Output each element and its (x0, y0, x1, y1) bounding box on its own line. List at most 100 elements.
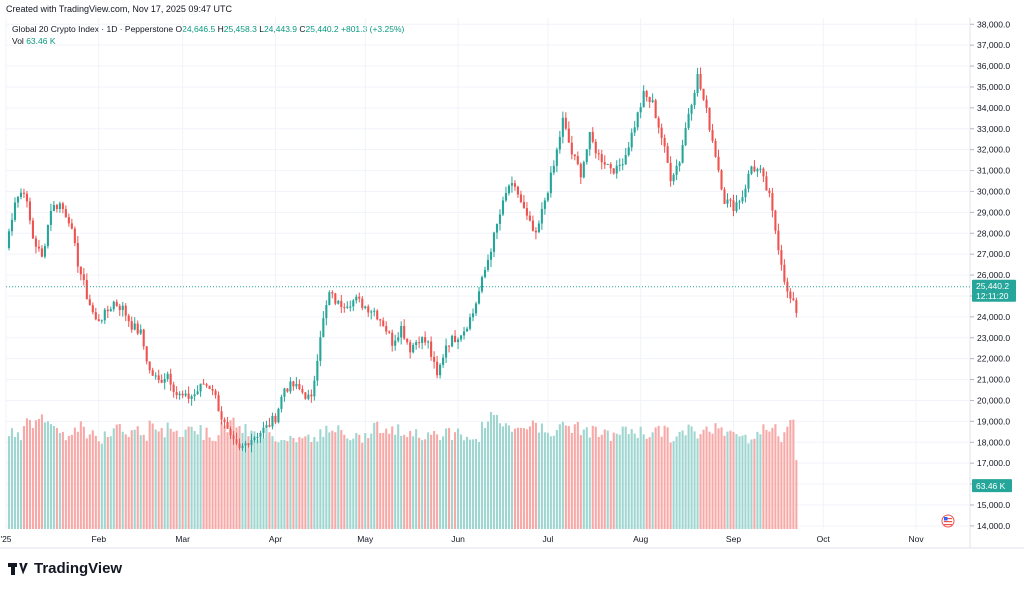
volume-bar (690, 426, 693, 529)
volume-bar (181, 436, 184, 529)
volume-bar (735, 434, 738, 529)
volume-bar (726, 431, 729, 529)
y-tick-label: 33,000.0 (977, 124, 1010, 134)
candle-body (732, 200, 735, 212)
volume-bar (373, 422, 376, 529)
candle-body (636, 112, 639, 128)
candle-body (367, 306, 370, 313)
candle-body (28, 201, 31, 221)
candle-body (409, 342, 412, 353)
volume-bar (588, 437, 591, 529)
volume-bar (73, 427, 76, 529)
volume-bar (427, 432, 430, 529)
volume-bar (732, 431, 735, 529)
volume-bar (507, 425, 511, 529)
candle-body (400, 326, 403, 338)
candle-body (600, 154, 603, 163)
candle-body (328, 292, 331, 306)
candle-body (687, 113, 690, 128)
volume-bar (319, 429, 322, 529)
volume-label[interactable]: Vol (12, 36, 24, 46)
candle-body (495, 223, 499, 233)
volume-bar (289, 435, 292, 529)
symbol-title[interactable]: Global 20 Crypto Index · 1D · Pepperston… (12, 24, 174, 34)
candle-body (97, 319, 100, 322)
volume-bar (439, 440, 442, 529)
candle-body (277, 408, 280, 423)
x-tick-label: Feb (91, 534, 106, 544)
volume-bar (549, 436, 552, 529)
volume-bar (364, 433, 367, 529)
volume-bar (678, 431, 681, 529)
candle-body (307, 394, 310, 399)
candle-body (52, 204, 55, 211)
candle-body (708, 107, 711, 131)
volume-bar (28, 419, 31, 529)
last-volume-label: 63.46 K (976, 481, 1006, 491)
candle-body (427, 341, 430, 343)
volume-bar (334, 432, 337, 529)
candle-body (460, 335, 463, 340)
candle-body (202, 383, 205, 385)
volume-bar (723, 435, 726, 529)
volume-bar (67, 435, 70, 529)
candle-body (313, 380, 316, 397)
change-value: +801.3 (+3.25%) (341, 24, 405, 34)
candle-body (639, 107, 642, 113)
y-tick-label: 29,000.0 (977, 207, 1010, 217)
candle-body (406, 338, 409, 343)
candle-body (418, 342, 421, 344)
volume-bar (729, 430, 732, 529)
candle-body (160, 380, 163, 383)
volume-bar (624, 426, 627, 529)
candle-body (603, 162, 606, 165)
volume-bar (115, 424, 118, 529)
volume-bar (669, 442, 672, 529)
volume-bar (202, 439, 205, 529)
candle-body (82, 274, 85, 281)
candle-body (735, 202, 738, 212)
volume-bar (136, 426, 139, 529)
volume-bar (307, 434, 310, 529)
volume-bar (394, 434, 397, 529)
volume-bar (148, 420, 151, 529)
candle-body (253, 437, 256, 440)
volume-bar (489, 411, 493, 529)
volume-bar (127, 436, 130, 529)
candle-body (250, 439, 253, 446)
volume-bar (570, 432, 573, 529)
candle-body (513, 183, 516, 187)
candle-body (238, 443, 241, 449)
y-tick-label: 24,000.0 (977, 312, 1010, 322)
volume-bar (756, 431, 759, 529)
volume-bar (157, 431, 160, 529)
volume-bar (654, 427, 657, 529)
volume-bar (193, 431, 196, 529)
volume-bar (346, 438, 349, 529)
candle-body (235, 439, 238, 444)
volume-bar (361, 442, 364, 529)
volume-bar (208, 437, 211, 529)
candle-body (127, 315, 130, 322)
volume-bar (492, 415, 496, 529)
volume-bar (510, 431, 513, 529)
x-tick-label: Aug (633, 534, 648, 544)
candle-body (591, 132, 594, 142)
y-tick-label: 22,000.0 (977, 354, 1010, 364)
volume-bar (301, 438, 304, 529)
volume-bar (627, 434, 630, 529)
volume-bar (765, 429, 768, 529)
candle-body (753, 166, 756, 172)
candle-body (289, 381, 292, 392)
candle-body (711, 130, 714, 141)
volume-bar (645, 438, 648, 529)
volume-bar (486, 421, 490, 529)
volume-bar (711, 433, 714, 529)
volume-bar (79, 421, 82, 529)
volume-bar (253, 431, 256, 529)
volume-bar (262, 437, 265, 529)
volume-bar (552, 435, 555, 529)
candle-body (792, 298, 795, 301)
volume-bar (145, 440, 148, 529)
